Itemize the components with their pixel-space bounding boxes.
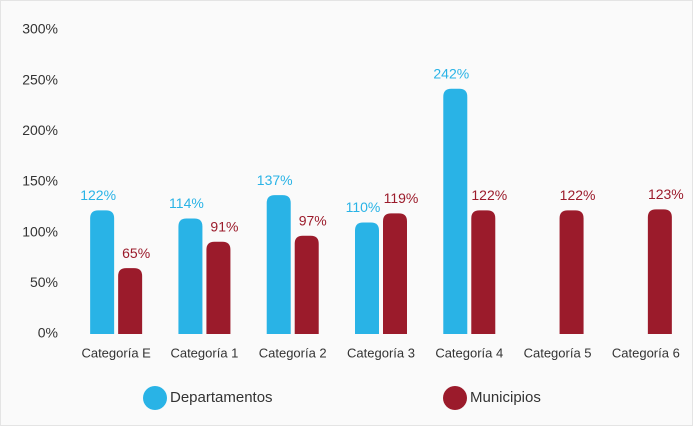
bar <box>471 210 496 334</box>
x-tick-label: Categoría 3 <box>347 345 415 360</box>
data-label: 123% <box>648 186 684 202</box>
legend-swatch <box>443 386 467 410</box>
data-label: 122% <box>471 187 507 203</box>
x-tick-label: Categoría 5 <box>524 345 592 360</box>
legend-swatch <box>143 386 167 410</box>
legend-label: Departamentos <box>170 389 273 406</box>
y-tick-label: 200% <box>22 122 58 138</box>
x-tick-label: Categoría 2 <box>259 345 327 360</box>
bar <box>294 235 319 334</box>
data-label: 110% <box>346 199 381 215</box>
data-label: 137% <box>257 172 293 188</box>
y-tick-label: 250% <box>22 71 58 87</box>
bar <box>647 209 672 334</box>
x-tick-label: Categoría 6 <box>612 345 680 360</box>
y-tick-label: 300% <box>22 21 58 37</box>
data-label: 242% <box>433 65 469 81</box>
bar <box>266 195 291 334</box>
data-label: 114% <box>169 195 204 211</box>
bar <box>559 210 584 334</box>
data-label: 122% <box>560 187 596 203</box>
bar <box>355 222 379 334</box>
y-tick-label: 50% <box>30 274 58 290</box>
data-label: 91% <box>210 218 238 234</box>
bar <box>383 213 407 334</box>
data-label: 65% <box>122 245 150 261</box>
y-tick-label: 150% <box>22 173 58 189</box>
y-tick-label: 0% <box>38 325 58 341</box>
bar <box>443 88 468 334</box>
x-tick-label: Categoría 1 <box>170 345 238 360</box>
data-label: 122% <box>80 187 116 203</box>
x-tick-label: Categoría E <box>81 345 151 360</box>
bar <box>118 268 143 334</box>
bar <box>90 210 115 334</box>
data-label: 119% <box>384 190 419 206</box>
legend-label: Municipios <box>470 389 541 406</box>
y-tick-label: 100% <box>22 223 58 239</box>
bar <box>206 241 231 334</box>
x-tick-label: Categoría 4 <box>435 345 503 360</box>
bar <box>178 218 203 334</box>
data-label: 97% <box>299 212 327 228</box>
